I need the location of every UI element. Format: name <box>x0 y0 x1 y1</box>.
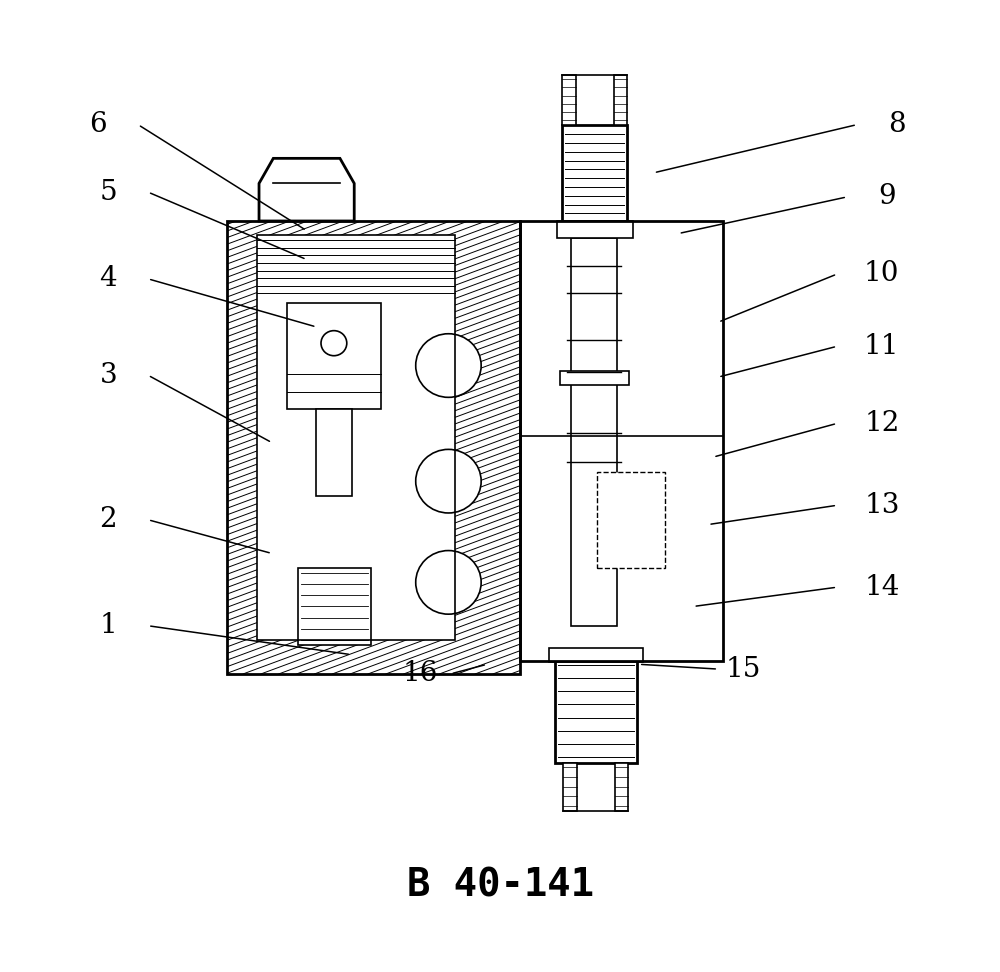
Text: 4: 4 <box>99 265 117 293</box>
Bar <box>287 303 381 409</box>
Bar <box>549 648 643 662</box>
Polygon shape <box>257 235 455 641</box>
Polygon shape <box>520 221 723 661</box>
Bar <box>615 763 628 811</box>
Bar <box>562 75 576 124</box>
Polygon shape <box>520 221 723 661</box>
Text: 3: 3 <box>99 362 117 389</box>
Text: B 40-141: B 40-141 <box>407 867 594 905</box>
Text: 12: 12 <box>864 410 899 436</box>
Bar <box>560 371 629 385</box>
Text: 1: 1 <box>99 612 117 640</box>
Text: 13: 13 <box>864 492 899 519</box>
Bar <box>298 568 371 645</box>
Text: 11: 11 <box>864 332 900 360</box>
Text: 9: 9 <box>878 184 896 210</box>
Bar <box>555 657 637 763</box>
Text: 16: 16 <box>403 660 438 687</box>
Bar <box>597 471 665 568</box>
Circle shape <box>416 550 481 614</box>
Circle shape <box>416 449 481 513</box>
Polygon shape <box>227 221 520 674</box>
Text: 8: 8 <box>888 111 905 138</box>
Text: 15: 15 <box>725 655 761 682</box>
Circle shape <box>416 333 481 398</box>
Text: 14: 14 <box>864 573 899 601</box>
Text: 6: 6 <box>90 111 107 138</box>
Bar <box>562 124 627 221</box>
Bar <box>557 221 633 238</box>
Bar <box>316 409 352 496</box>
Polygon shape <box>259 158 354 221</box>
Text: 2: 2 <box>99 506 117 534</box>
Bar <box>571 238 617 626</box>
Bar <box>563 763 577 811</box>
Text: 10: 10 <box>864 260 900 288</box>
Bar <box>614 75 627 124</box>
Text: 5: 5 <box>99 179 117 206</box>
